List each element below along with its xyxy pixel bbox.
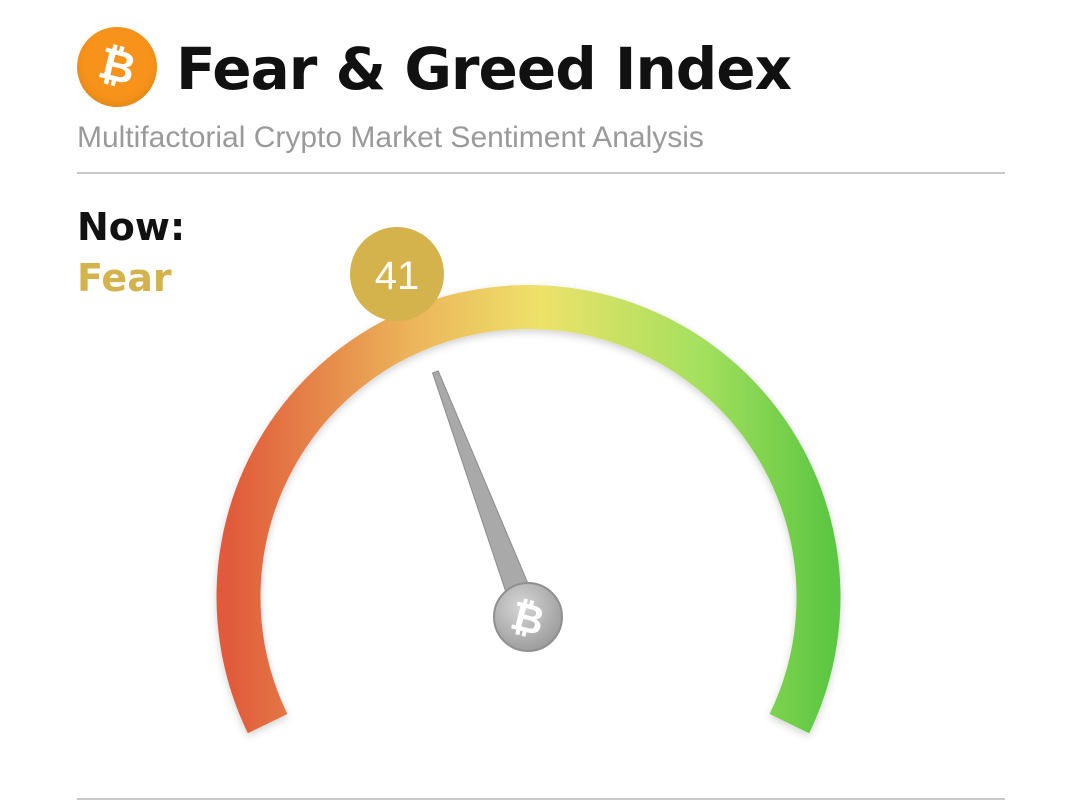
page-title: Fear & Greed Index [176,35,792,103]
sentiment-classification: Fear [77,256,172,300]
bottom-divider [77,798,1005,800]
needle-hub: ₿ [493,582,563,652]
now-label: Now: [77,205,186,249]
bitcoin-logo-icon: ₿ [77,27,157,107]
value-badge: 41 [350,227,444,321]
gauge-value: 41 [375,254,420,298]
gauge-arc [216,285,841,734]
page-subtitle: Multifactorial Crypto Market Sentiment A… [77,121,704,154]
top-divider [77,172,1005,174]
